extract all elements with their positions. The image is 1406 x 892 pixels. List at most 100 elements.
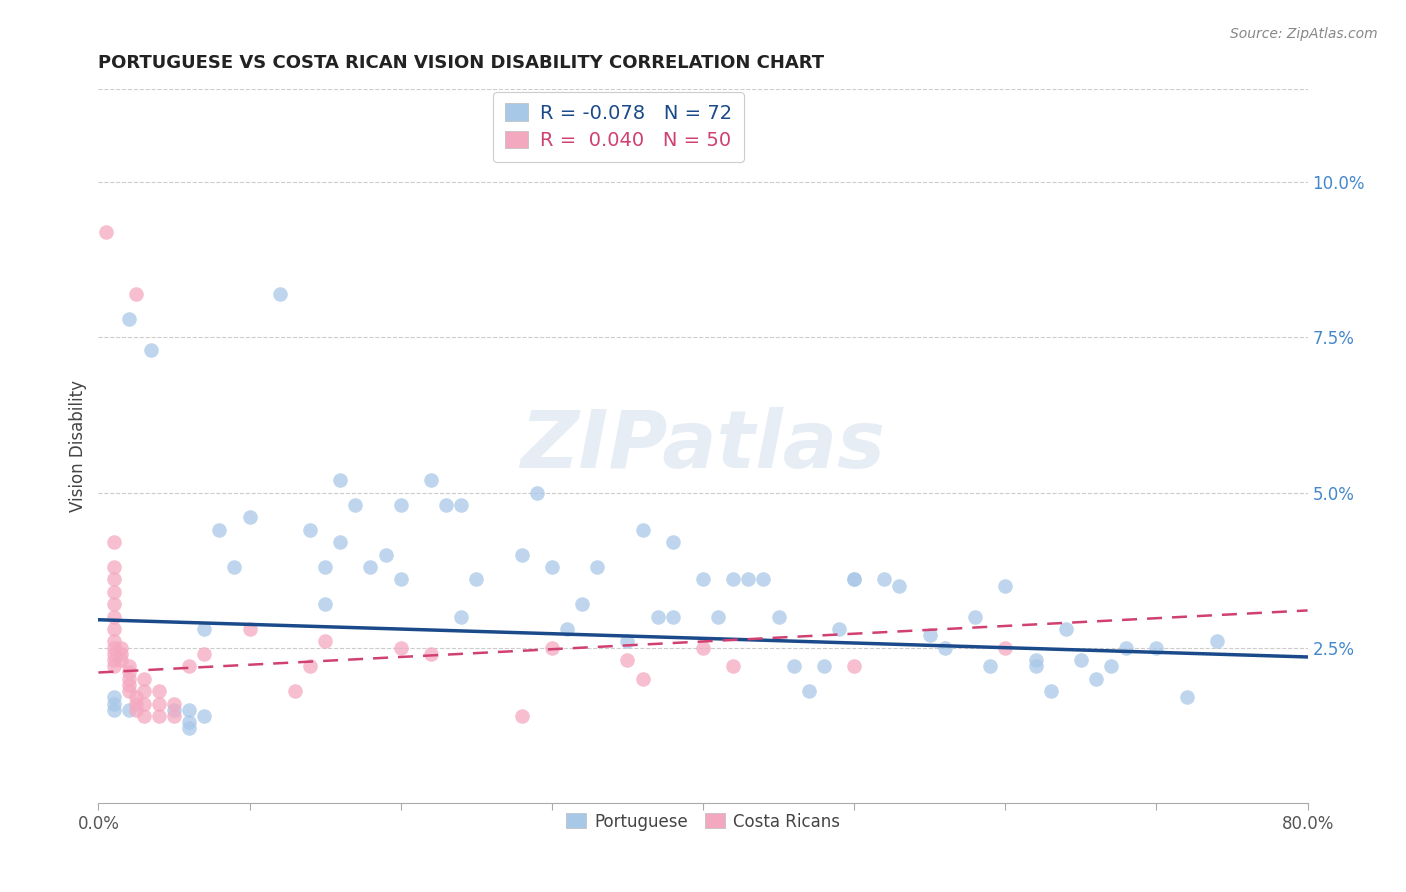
Point [1070,653,1092,667]
Point [434,498,457,512]
Point [269,287,291,301]
Point [163,703,186,717]
Point [314,634,336,648]
Point [103,690,125,705]
Point [118,678,141,692]
Point [465,573,488,587]
Point [828,622,851,636]
Point [1099,659,1122,673]
Point [631,672,654,686]
Point [125,697,148,711]
Point [631,523,654,537]
Text: ZIPatlas: ZIPatlas [520,407,886,485]
Point [132,697,155,711]
Point [103,703,125,717]
Point [103,597,125,611]
Point [284,684,307,698]
Point [389,640,412,655]
Point [132,709,155,723]
Point [647,609,669,624]
Point [110,640,132,655]
Point [723,573,745,587]
Point [844,659,866,673]
Point [299,523,322,537]
Point [420,473,443,487]
Point [193,709,215,723]
Point [103,653,125,667]
Point [918,628,941,642]
Text: Source: ZipAtlas.com: Source: ZipAtlas.com [1230,27,1378,41]
Point [344,498,367,512]
Point [813,659,835,673]
Point [526,485,548,500]
Point [616,653,638,667]
Point [132,672,155,686]
Point [374,548,396,562]
Point [979,659,1001,673]
Point [125,703,148,717]
Point [707,609,730,624]
Point [118,659,141,673]
Point [873,573,896,587]
Point [1024,659,1046,673]
Point [934,640,956,655]
Point [110,653,132,667]
Text: PORTUGUESE VS COSTA RICAN VISION DISABILITY CORRELATION CHART: PORTUGUESE VS COSTA RICAN VISION DISABIL… [98,54,824,72]
Point [148,697,170,711]
Point [994,579,1017,593]
Point [193,647,215,661]
Point [571,597,593,611]
Point [797,684,820,698]
Point [103,659,125,673]
Point [1175,690,1198,705]
Point [179,715,201,730]
Point [94,225,117,239]
Point [661,609,683,624]
Point [389,573,412,587]
Point [141,343,163,357]
Point [148,709,170,723]
Point [994,640,1017,655]
Point [1206,634,1229,648]
Point [163,697,186,711]
Point [692,573,714,587]
Point [118,672,141,686]
Point [752,573,775,587]
Point [193,622,215,636]
Point [118,311,141,326]
Point [1085,672,1108,686]
Point [314,597,336,611]
Point [723,659,745,673]
Point [450,609,472,624]
Point [661,535,683,549]
Point [420,647,443,661]
Point [208,523,231,537]
Point [103,584,125,599]
Y-axis label: Vision Disability: Vision Disability [69,380,87,512]
Point [125,287,148,301]
Point [299,659,322,673]
Point [768,609,790,624]
Point [510,709,533,723]
Point [540,640,562,655]
Point [103,640,125,655]
Point [103,634,125,648]
Point [103,560,125,574]
Point [110,647,132,661]
Point [1039,684,1062,698]
Point [179,722,201,736]
Point [103,535,125,549]
Point [329,535,352,549]
Point [224,560,246,574]
Point [510,548,533,562]
Point [1144,640,1167,655]
Point [103,697,125,711]
Point [148,684,170,698]
Point [737,573,759,587]
Point [314,560,336,574]
Point [616,634,638,648]
Point [360,560,382,574]
Point [389,498,412,512]
Point [450,498,472,512]
Point [103,647,125,661]
